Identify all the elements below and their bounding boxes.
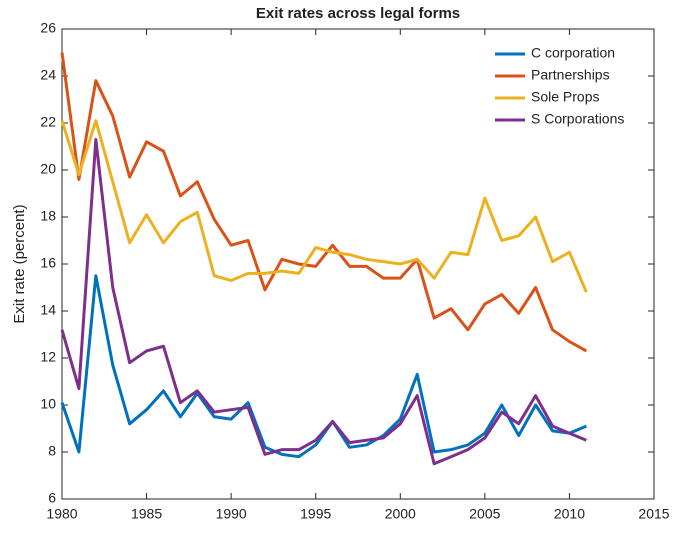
x-tick-label: 1985	[131, 506, 162, 522]
legend-label: Partnerships	[531, 67, 610, 83]
y-tick-label: 16	[40, 255, 56, 271]
y-tick-label: 22	[40, 114, 56, 130]
y-tick-label: 24	[40, 67, 56, 83]
y-axis-label: Exit rate (percent)	[11, 204, 28, 323]
x-tick-label: 2005	[469, 506, 500, 522]
y-tick-label: 14	[40, 302, 56, 318]
x-tick-label: 2010	[554, 506, 585, 522]
series-line	[60, 119, 588, 293]
y-tick-label: 26	[40, 20, 56, 36]
series-line	[60, 274, 587, 459]
y-tick-label: 20	[40, 161, 56, 177]
series-line	[60, 52, 588, 353]
x-tick-label: 1995	[300, 506, 331, 522]
series-line	[60, 137, 587, 466]
y-tick-label: 10	[40, 396, 56, 412]
legend-label: C corporation	[531, 45, 615, 61]
legend-label: S Corporations	[531, 111, 624, 127]
x-tick-label: 2000	[385, 506, 416, 522]
x-tick-label: 1980	[46, 506, 77, 522]
x-tick-label: 1990	[216, 506, 247, 522]
y-tick-label: 8	[48, 443, 56, 459]
chart-title: Exit rates across legal forms	[256, 5, 460, 22]
y-tick-label: 12	[40, 349, 56, 365]
x-tick-label: 2015	[638, 506, 669, 522]
legend-label: Sole Props	[531, 89, 599, 105]
y-tick-label: 18	[40, 208, 56, 224]
y-tick-label: 6	[48, 490, 56, 506]
